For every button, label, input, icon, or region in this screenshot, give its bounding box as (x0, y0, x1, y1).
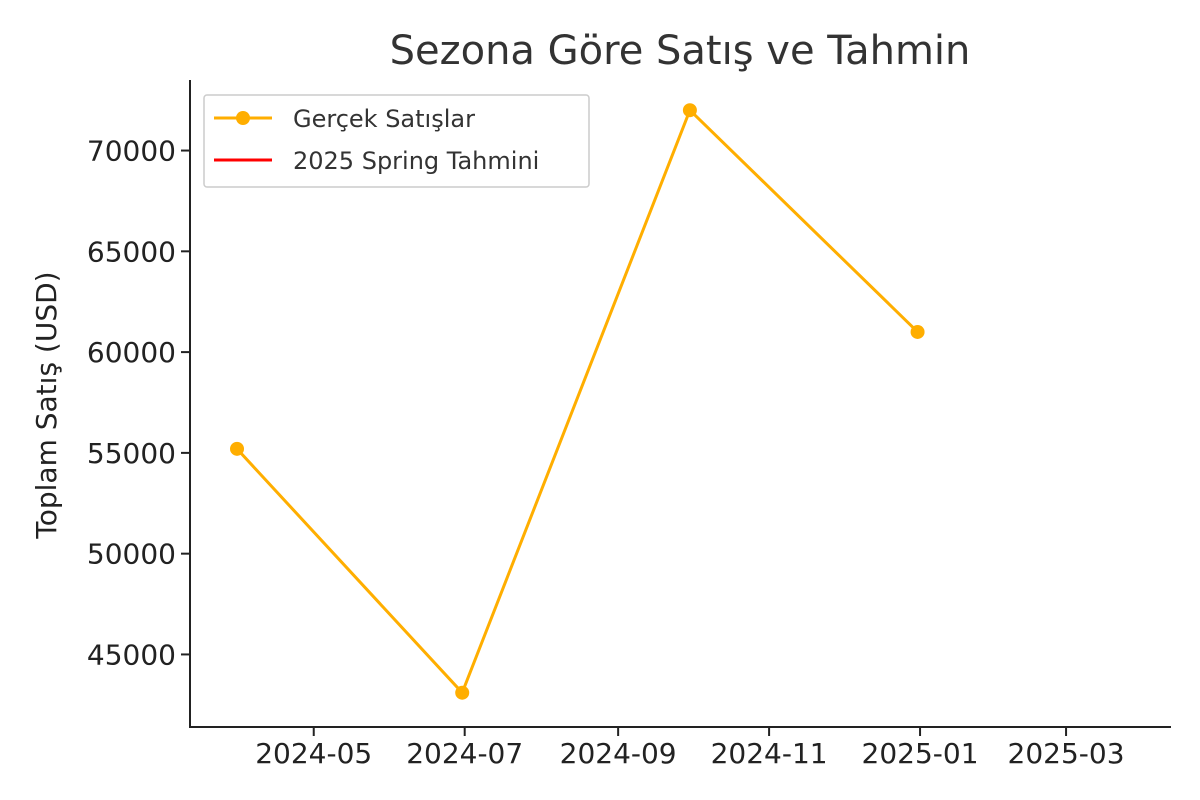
legend-box (203, 94, 590, 188)
x-ticks: 2024-05 2024-07 2024-09 2024-11 2025-01 2025-… (255, 727, 1125, 770)
y-tick-label: 60000 (87, 336, 176, 369)
series-layer (230, 103, 925, 700)
x-tick-label: 2025-01 (862, 737, 979, 770)
y-axis-label: Toplam Satış (USD) (30, 271, 63, 539)
legend: Gerçek Satışlar 2025 Spring Tahmini (203, 94, 590, 188)
x-tick-label: 2024-07 (406, 737, 523, 770)
legend-label-forecast: 2025 Spring Tahmini (293, 147, 539, 175)
x-tick-label: 2024-09 (560, 737, 677, 770)
y-tick-label: 50000 (87, 538, 176, 571)
y-tick-label: 70000 (87, 135, 176, 168)
y-ticks: 45000 50000 55000 60000 65000 70000 (87, 135, 190, 671)
data-point (910, 324, 925, 339)
series-line-0 (235, 108, 919, 695)
legend-swatch-actual-marker (236, 111, 250, 125)
data-point (455, 685, 470, 700)
x-tick-label: 2025-03 (1008, 737, 1125, 770)
x-tick-label: 2024-11 (711, 737, 828, 770)
y-tick-label: 65000 (87, 235, 176, 268)
chart-title: Sezona Göre Satış ve Tahmin (390, 28, 971, 74)
y-tick-label: 55000 (87, 437, 176, 470)
data-point (682, 103, 697, 118)
legend-label-actual: Gerçek Satışlar (293, 105, 475, 133)
x-tick-label: 2024-05 (255, 737, 372, 770)
y-tick-label: 45000 (87, 638, 176, 671)
data-point (230, 441, 245, 456)
axes (189, 80, 1171, 728)
